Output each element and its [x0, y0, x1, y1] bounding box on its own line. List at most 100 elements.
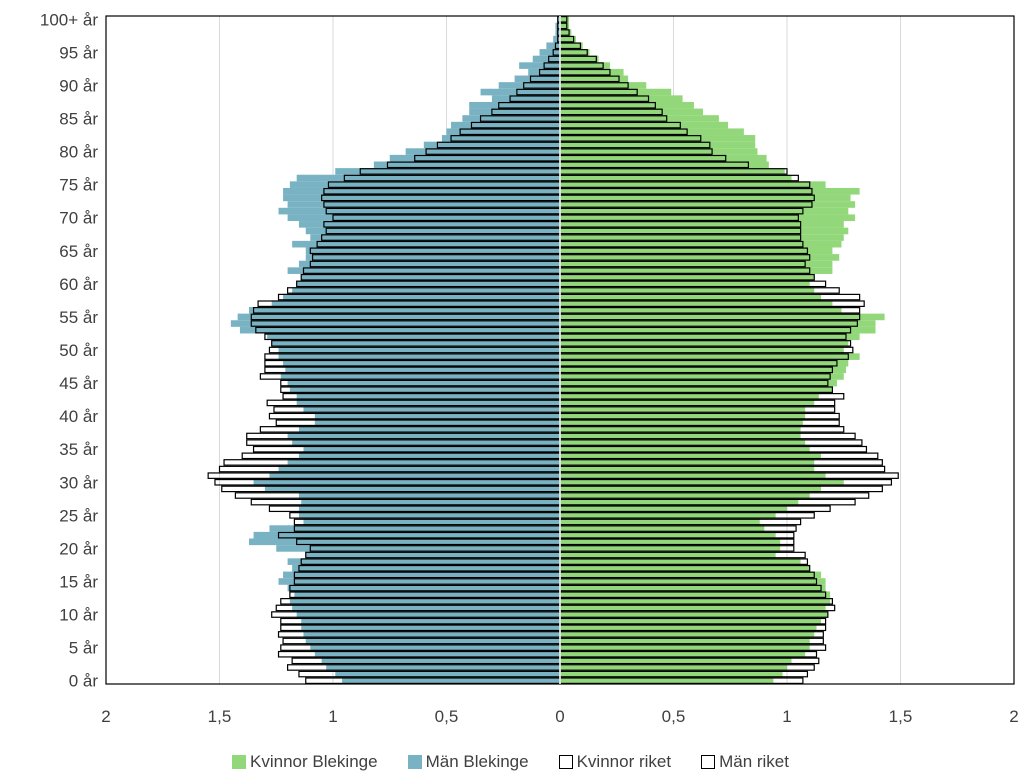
- bar: [405, 148, 560, 155]
- bar: [335, 670, 560, 678]
- bar: [560, 95, 683, 102]
- bar: [303, 631, 560, 638]
- bar: [560, 101, 694, 109]
- bar: [560, 148, 758, 155]
- bar: [560, 657, 792, 665]
- bar: [560, 141, 756, 149]
- bar: [298, 426, 560, 433]
- bar: [283, 571, 560, 579]
- bar: [491, 95, 560, 102]
- bar: [528, 68, 560, 76]
- bar: [253, 531, 561, 539]
- bar: [560, 498, 799, 506]
- bar: [560, 624, 817, 632]
- y-tick-label: 75 år: [59, 176, 98, 195]
- bar: [298, 452, 560, 460]
- bar: [498, 82, 560, 89]
- bar: [560, 221, 844, 228]
- bar: [423, 141, 560, 149]
- y-tick-label: 50 år: [59, 341, 98, 360]
- bar: [278, 207, 560, 215]
- bar: [519, 62, 560, 69]
- bar: [280, 373, 560, 380]
- bar: [560, 267, 833, 274]
- bar: [321, 657, 560, 665]
- bar: [560, 346, 844, 354]
- bar: [560, 531, 776, 539]
- series-man-blekinge: [230, 16, 561, 684]
- bar: [560, 260, 833, 268]
- bar: [560, 445, 810, 453]
- bar: [560, 115, 719, 122]
- bar: [546, 42, 560, 50]
- bar: [560, 518, 760, 526]
- bar: [446, 128, 560, 136]
- bar: [560, 664, 787, 671]
- bar: [560, 538, 781, 546]
- y-tick-label: 85 år: [59, 110, 98, 129]
- bar: [560, 578, 826, 585]
- y-tick-label: 0 år: [69, 672, 99, 691]
- x-tick-label: 0,5: [435, 707, 459, 726]
- bar: [278, 578, 560, 585]
- bar: [560, 412, 806, 420]
- bar: [560, 128, 744, 136]
- x-tick-label: 1,5: [889, 707, 913, 726]
- bar: [560, 154, 767, 162]
- legend-item: Kvinnor riket: [558, 752, 672, 772]
- bar: [560, 287, 815, 294]
- bar: [560, 512, 776, 519]
- bar: [560, 492, 810, 499]
- bar: [296, 174, 560, 182]
- bar: [560, 201, 856, 208]
- bar: [560, 135, 756, 142]
- bar: [335, 168, 560, 175]
- bar: [298, 260, 560, 268]
- y-tick-label: 95 år: [59, 43, 98, 62]
- bar: [305, 637, 560, 645]
- bar: [560, 379, 837, 387]
- legend-swatch: [232, 755, 246, 769]
- bar: [314, 419, 560, 427]
- bar: [560, 604, 826, 612]
- bar: [289, 598, 560, 605]
- bar: [560, 307, 842, 314]
- bar: [560, 240, 842, 248]
- bar: [560, 174, 792, 182]
- bar: [298, 492, 560, 499]
- bar: [287, 459, 560, 466]
- bar: [314, 412, 560, 420]
- legend-label: Kvinnor riket: [576, 752, 672, 771]
- bar: [560, 637, 810, 645]
- bar: [298, 221, 560, 228]
- bar: [305, 254, 560, 261]
- bar: [560, 545, 781, 552]
- bar: [292, 240, 560, 248]
- bar: [560, 227, 849, 235]
- bar: [305, 247, 560, 255]
- legend: Kvinnor Blekinge Män Blekinge Kvinnor ri…: [0, 752, 1021, 772]
- bar: [560, 426, 801, 433]
- bar: [560, 584, 826, 592]
- y-tick-label: 35 år: [59, 440, 98, 459]
- bar: [289, 386, 560, 393]
- bar: [298, 512, 560, 519]
- bar: [296, 392, 560, 400]
- bar: [532, 55, 560, 63]
- bar: [301, 273, 560, 281]
- y-tick-label: 20 år: [59, 539, 98, 558]
- bar: [237, 313, 560, 321]
- bar: [560, 234, 844, 241]
- bar: [560, 439, 806, 446]
- bar: [560, 505, 787, 513]
- y-tick-label: 45 år: [59, 374, 98, 393]
- bar: [560, 62, 610, 69]
- bar: [560, 670, 783, 678]
- bar: [326, 664, 560, 671]
- bar: [560, 168, 785, 175]
- y-tick-label: 25 år: [59, 506, 98, 525]
- legend-label: Män riket: [719, 752, 789, 771]
- bar: [305, 227, 560, 235]
- bar: [298, 505, 560, 513]
